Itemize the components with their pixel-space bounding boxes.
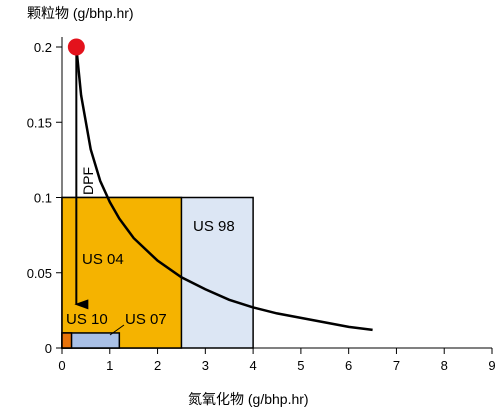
emissions-curve — [75, 46, 373, 332]
axes — [61, 37, 492, 349]
x-tick-label: 0 — [58, 358, 65, 373]
y-tick-label: 0.05 — [27, 266, 52, 281]
region-label-us07: US 07 — [125, 311, 167, 328]
x-tick-label: 7 — [393, 358, 400, 373]
region-label-us98: US 98 — [193, 218, 235, 235]
y-tick-label: 0.1 — [34, 191, 52, 206]
x-ticks: 0 1 2 3 4 5 6 7 8 9 — [58, 348, 496, 373]
region-us10 — [61, 332, 73, 349]
x-tick-label: 1 — [106, 358, 113, 373]
starting-point-marker — [67, 38, 85, 56]
y-ticks: 0 0.05 0.1 0.15 0.2 — [27, 40, 62, 356]
region-labels: US 98 US 04 US 07 US 10 — [66, 218, 235, 328]
region-label-us10: US 10 — [66, 311, 108, 328]
us07-leader-line — [109, 324, 125, 336]
y-axis-label: 颗粒物 (g/bhp.hr) — [27, 5, 134, 21]
x-tick-label: 5 — [297, 358, 304, 373]
y-tick-label: 0.15 — [27, 115, 52, 130]
y-tick-label: 0.2 — [34, 40, 52, 55]
x-tick-label: 4 — [249, 358, 256, 373]
x-tick-label: 3 — [202, 358, 209, 373]
y-tick-label: 0 — [45, 341, 52, 356]
x-tick-label: 2 — [154, 358, 161, 373]
x-axis-label: 氮氧化物 (g/bhp.hr) — [188, 391, 309, 407]
x-tick-label: 8 — [441, 358, 448, 373]
dpf-label: DPF — [80, 167, 96, 195]
x-tick-label: 9 — [488, 358, 495, 373]
region-label-us04: US 04 — [82, 251, 124, 268]
x-tick-label: 6 — [345, 358, 352, 373]
dpf-annotation: DPF — [74, 55, 96, 310]
